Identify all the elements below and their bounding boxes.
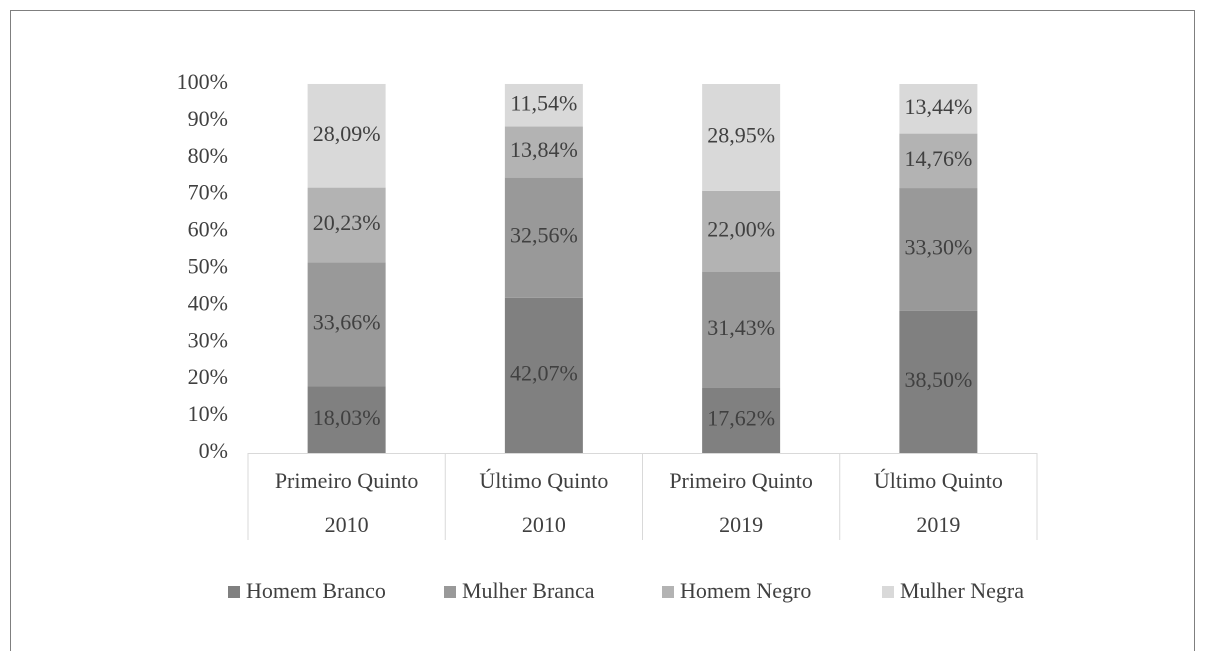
bar-segment	[702, 387, 781, 453]
legend-swatch	[882, 586, 894, 598]
data-label: 31,43%	[707, 315, 775, 340]
y-tick-label: 0%	[199, 438, 228, 463]
data-label: 13,84%	[510, 137, 578, 162]
data-label: 17,62%	[707, 406, 775, 431]
y-tick-label: 20%	[188, 364, 228, 389]
data-label: 20,23%	[313, 210, 381, 235]
bar-segment	[307, 83, 386, 188]
legend-label: Homem Negro	[680, 578, 811, 603]
x-tick-label: Primeiro Quinto	[275, 468, 419, 493]
data-label: 38,50%	[904, 367, 972, 392]
bar-segment	[702, 84, 781, 191]
bar-segment	[899, 310, 978, 453]
bar-segment	[504, 177, 583, 298]
y-tick-label: 50%	[188, 254, 228, 279]
chart-frame	[10, 10, 1195, 651]
data-label: 28,95%	[707, 122, 775, 147]
bar-segment	[307, 262, 386, 387]
data-label: 22,00%	[707, 216, 775, 241]
data-label: 18,03%	[313, 405, 381, 430]
x-group-label: 2019	[719, 512, 763, 537]
data-label: 13,44%	[904, 94, 972, 119]
legend-swatch	[662, 586, 674, 598]
y-tick-label: 70%	[188, 180, 228, 205]
data-label: 14,76%	[904, 146, 972, 171]
data-label: 32,56%	[510, 223, 578, 248]
bar-segment	[702, 272, 781, 388]
bar-segment	[307, 386, 386, 453]
data-label: 42,07%	[510, 360, 578, 385]
bar-segment	[504, 297, 583, 453]
x-tick-label: Último Quinto	[874, 468, 1003, 493]
y-tick-label: 10%	[188, 401, 228, 426]
y-tick-label: 30%	[188, 327, 228, 352]
y-tick-label: 100%	[177, 69, 228, 94]
bar-segment	[307, 187, 386, 263]
bar-segment	[702, 190, 781, 273]
legend-swatch	[444, 586, 456, 598]
data-label: 33,30%	[904, 235, 972, 260]
bar-segment	[504, 126, 583, 178]
x-tick-label: Último Quinto	[479, 468, 608, 493]
bar-segment	[899, 188, 978, 311]
bar-segment	[899, 133, 978, 189]
bar-segment	[899, 84, 978, 134]
legend-label: Mulher Negra	[900, 578, 1024, 603]
x-group-label: 2010	[325, 512, 369, 537]
legend-swatch	[228, 586, 240, 598]
x-group-label: 2019	[916, 512, 960, 537]
y-tick-label: 90%	[188, 106, 228, 131]
bar-segment	[504, 83, 583, 127]
y-tick-label: 40%	[188, 290, 228, 315]
data-label: 33,66%	[313, 309, 381, 334]
legend-label: Homem Branco	[246, 578, 386, 603]
data-label: 11,54%	[510, 90, 577, 115]
data-label: 28,09%	[313, 121, 381, 146]
y-tick-label: 80%	[188, 143, 228, 168]
x-tick-label: Primeiro Quinto	[669, 468, 813, 493]
legend-label: Mulher Branca	[462, 578, 595, 603]
y-tick-label: 60%	[188, 217, 228, 242]
x-group-label: 2010	[522, 512, 566, 537]
